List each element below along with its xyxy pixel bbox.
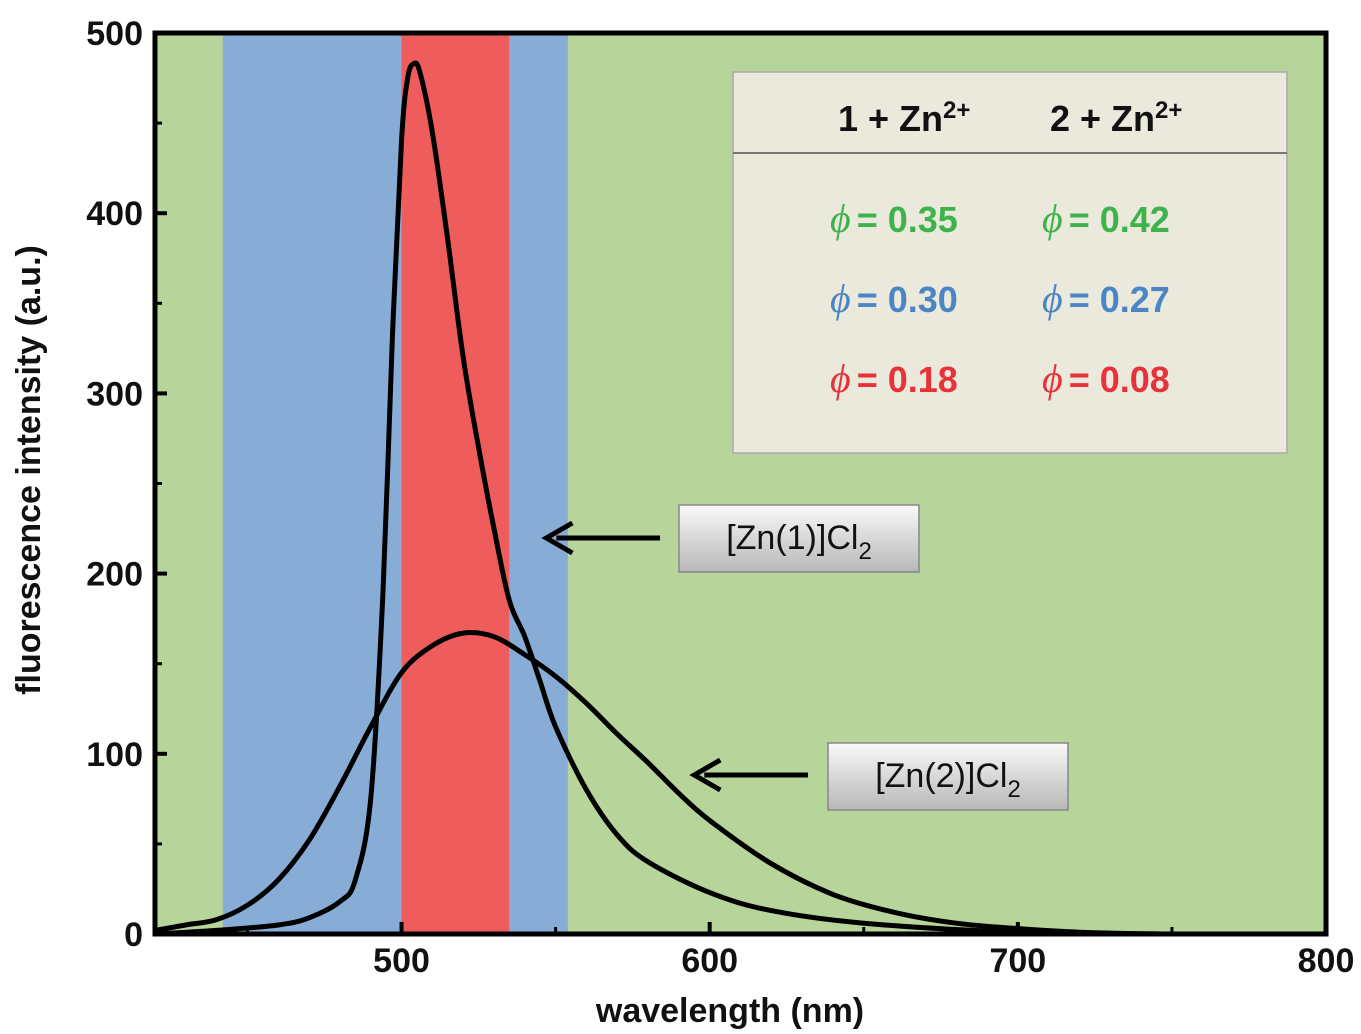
series-line-2 bbox=[155, 630, 1326, 934]
y-tick-label: 400 bbox=[86, 195, 143, 233]
y-tick-label: 100 bbox=[86, 736, 143, 774]
axis-ticks bbox=[155, 31, 1328, 936]
callout-1: [Zn(1)]Cl2 bbox=[541, 504, 920, 573]
quantum-yield-value: ϕ = 0.42 bbox=[1042, 196, 1170, 241]
quantum-yield-value: ϕ = 0.27 bbox=[1042, 276, 1170, 321]
quantum-yield-value: ϕ = 0.30 bbox=[830, 276, 958, 321]
curve-callouts: [Zn(1)]Cl2 [Zn(2)]Cl2 bbox=[541, 504, 1069, 811]
callout-label-box bbox=[678, 504, 920, 573]
y-tick-label: 500 bbox=[86, 15, 143, 53]
y-tick-label: 0 bbox=[124, 916, 143, 954]
band-2 bbox=[401, 33, 510, 934]
series-layer bbox=[155, 60, 1326, 934]
callout-2: [Zn(2)]Cl2 bbox=[689, 742, 1069, 811]
band-1 bbox=[222, 33, 402, 934]
callout-arrowhead bbox=[689, 757, 722, 793]
y-tick-label: 200 bbox=[86, 556, 143, 594]
x-tick-label: 800 bbox=[1298, 942, 1355, 980]
table-background bbox=[732, 71, 1288, 454]
quantum-yield-value: ϕ = 0.35 bbox=[830, 196, 958, 241]
band-0 bbox=[155, 33, 223, 934]
band-3 bbox=[509, 33, 568, 934]
y-tick-label: 300 bbox=[86, 375, 143, 413]
x-axis-title: wavelength (nm) bbox=[595, 992, 864, 1030]
callout-label: [Zn(1)]Cl2 bbox=[726, 519, 872, 565]
callout-arrowhead bbox=[541, 520, 574, 556]
quantum-yield-value: ϕ = 0.18 bbox=[830, 356, 958, 401]
quantum-yield-value: ϕ = 0.08 bbox=[1042, 356, 1170, 401]
table-column-header: 1 + Zn2+ bbox=[838, 97, 970, 139]
table-column-header: 2 + Zn2+ bbox=[1050, 97, 1182, 139]
tick-labels: 500 600 700 800 0 100 200 300 400 500 bbox=[86, 15, 1354, 980]
callout-label-box bbox=[827, 742, 1069, 811]
x-tick-label: 500 bbox=[373, 942, 430, 980]
x-tick-label: 700 bbox=[989, 942, 1046, 980]
quantum-yield-table: 1 + Zn2+ 2 + Zn2+ ϕ = 0.35 ϕ = 0.42 ϕ = 0.30 ϕ = … bbox=[732, 71, 1288, 454]
series-line-1 bbox=[155, 60, 1326, 934]
callout-label: [Zn(2)]Cl2 bbox=[875, 757, 1021, 803]
x-tick-label: 600 bbox=[681, 942, 738, 980]
y-axis-title: fluorescence intensity (a.u.) bbox=[10, 245, 48, 695]
